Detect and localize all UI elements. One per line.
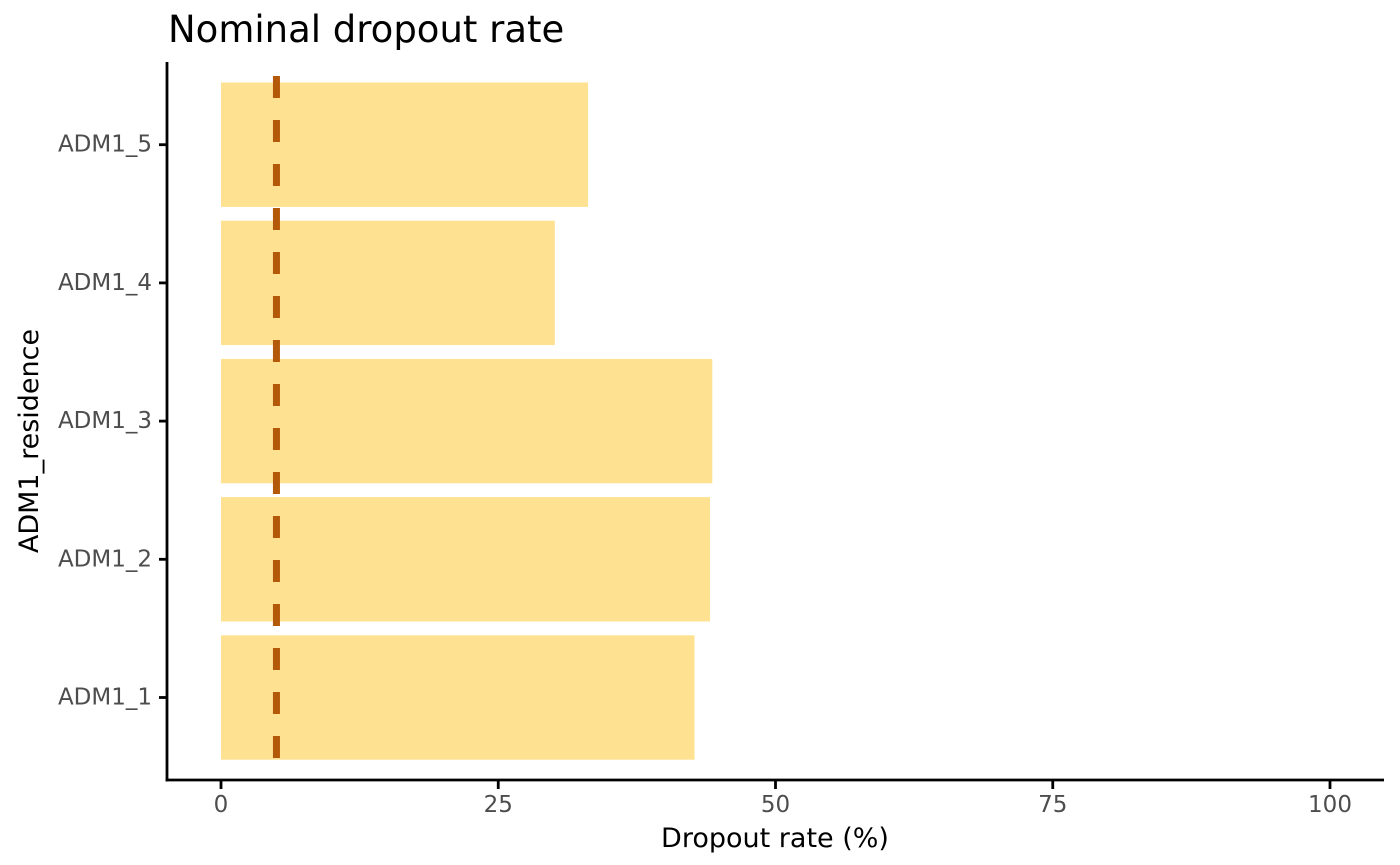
bar-adm1_1 <box>221 635 695 760</box>
bar-adm1_2 <box>221 497 711 622</box>
plot-title: Nominal dropout rate <box>168 8 564 51</box>
x-tick-label-75: 75 <box>1038 792 1067 818</box>
x-tick-label-50: 50 <box>761 792 790 818</box>
y-tick-label-adm1_2: ADM1_2 <box>58 546 152 572</box>
bars-layer <box>221 82 713 760</box>
bar-adm1_3 <box>221 358 713 484</box>
bar-adm1_5 <box>221 82 589 207</box>
y-tick-label-adm1_4: ADM1_4 <box>58 270 152 296</box>
bar-adm1_4 <box>221 220 555 346</box>
y-axis-title: ADM1_residence <box>14 329 45 553</box>
ticks-layer: ADM1_5 ADM1_4 ADM1_3 ADM1_2 ADM1_1 0 25 50 75 100 <box>58 132 1352 818</box>
y-tick-label-adm1_5: ADM1_5 <box>58 132 152 158</box>
x-axis-title: Dropout rate (%) <box>661 823 889 854</box>
x-tick-label-0: 0 <box>214 792 229 818</box>
x-tick-label-25: 25 <box>484 792 513 818</box>
y-tick-label-adm1_1: ADM1_1 <box>58 685 152 711</box>
x-tick-label-100: 100 <box>1308 792 1352 818</box>
y-tick-label-adm1_3: ADM1_3 <box>58 408 152 434</box>
